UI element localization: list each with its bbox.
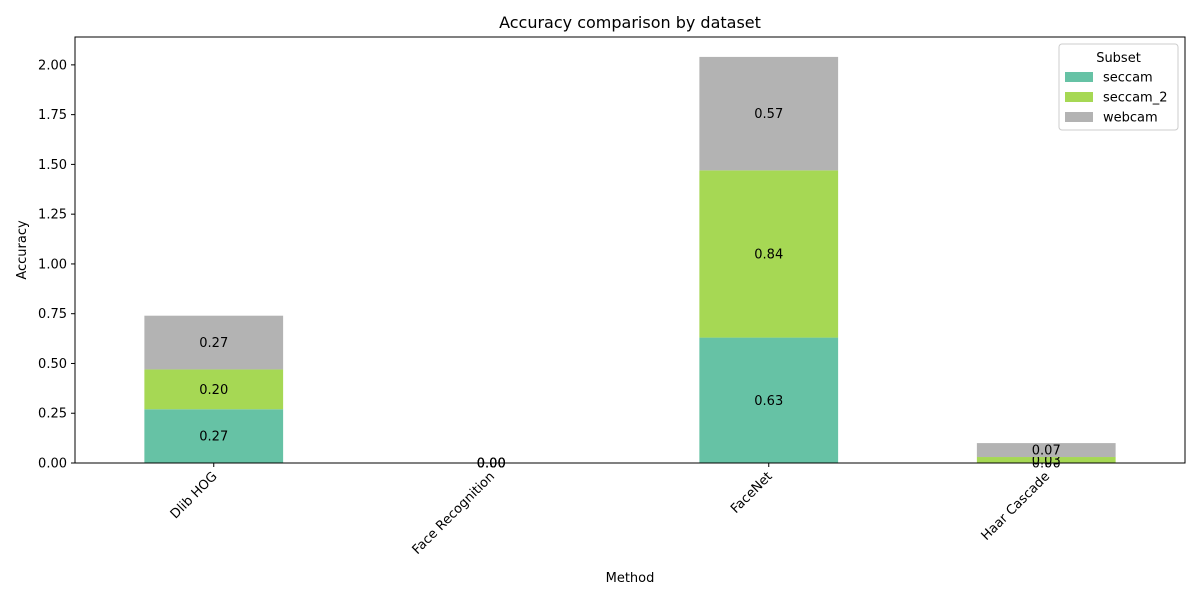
x-tick-label: Face Recognition — [410, 469, 498, 557]
data-label: 0.57 — [754, 107, 783, 122]
legend-label: webcam — [1103, 111, 1158, 126]
bar-segment — [144, 369, 284, 410]
bar-segment — [699, 56, 839, 171]
x-tick-label: FaceNet — [728, 469, 776, 517]
bar-segment — [699, 170, 839, 338]
legend-swatch — [1065, 92, 1093, 102]
x-tick-label: Dlib HOG — [168, 469, 221, 522]
legend-swatch — [1065, 112, 1093, 122]
chart-title: Accuracy comparison by dataset — [499, 13, 761, 32]
bar-segment — [144, 409, 284, 463]
y-tick-label: 2.00 — [38, 58, 67, 73]
y-axis-label: Accuracy — [15, 220, 30, 280]
y-tick-label: 0.75 — [38, 307, 67, 322]
data-label: 0.27 — [199, 430, 228, 445]
y-tick-label: 0.00 — [38, 457, 67, 472]
x-tick-label: Haar Cascade — [979, 469, 1054, 544]
legend-box — [1058, 43, 1179, 131]
bar-segment — [976, 443, 1116, 458]
y-tick-label: 0.25 — [38, 407, 67, 422]
plot-area: 0.270.200.270.000.000.000.630.840.570.00… — [144, 56, 1116, 472]
y-tick-label: 1.00 — [38, 257, 67, 272]
legend-label: seccam — [1103, 71, 1153, 86]
legend-title: Subset — [1096, 51, 1141, 66]
y-tick-label: 1.75 — [38, 108, 67, 123]
y-tick-label: 1.25 — [38, 208, 67, 223]
y-tick-label: 1.50 — [38, 158, 67, 173]
legend-swatch — [1065, 72, 1093, 82]
data-label: 0.03 — [1032, 454, 1061, 469]
data-label: 0.20 — [199, 383, 228, 398]
legend-label: seccam_2 — [1103, 91, 1167, 106]
data-label: 0.63 — [754, 394, 783, 409]
data-label: 0.27 — [199, 336, 228, 351]
data-label: 0.07 — [1032, 444, 1061, 459]
plot-frame — [74, 36, 1186, 464]
y-tick-label: 0.50 — [38, 357, 67, 372]
bar-segment — [144, 315, 284, 370]
bar-segment — [976, 457, 1116, 463]
bar-segment — [699, 337, 839, 463]
data-label: 0.84 — [754, 247, 783, 262]
x-axis-label: Method — [606, 571, 655, 586]
axes: 0.00 0.25 0.50 0.75 1.00 1.25 1.50 1.75 2.00 Dlib… — [38, 36, 1186, 558]
